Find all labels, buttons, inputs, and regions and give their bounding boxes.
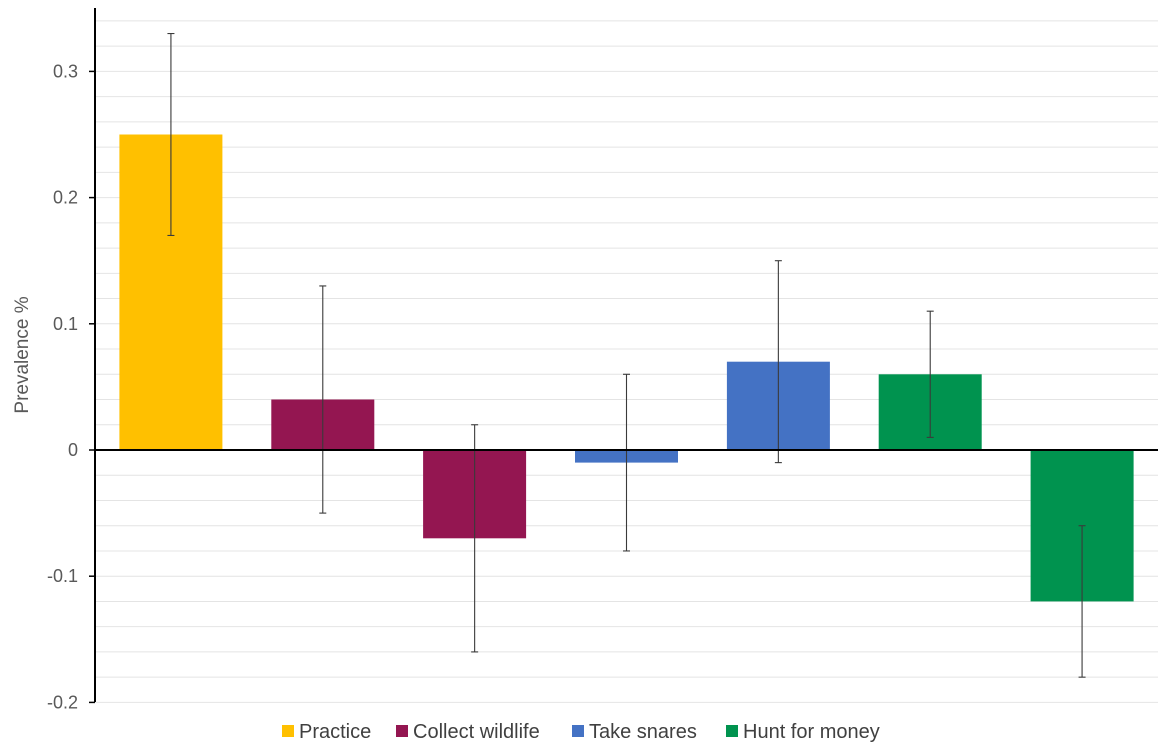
y-tick-label: 0.3 [53,61,78,81]
legend-swatch [282,725,294,737]
legend-item: Collect wildlife [396,721,540,743]
legend-item: Practice [282,721,371,743]
error-bar [319,285,327,514]
legend-swatch [726,725,738,737]
legend-swatch [572,725,584,737]
y-tick-label: 0.1 [53,314,78,334]
legend-label: Hunt for money [743,721,880,743]
legend-swatch [396,725,408,737]
error-bar [471,424,479,653]
legend-label: Practice [299,721,371,743]
error-bars [167,32,1086,678]
error-bar [623,373,630,552]
legend: Practice Collect wildlife Take snares Hunt … [282,721,880,743]
legend-item: Take snares [572,721,697,743]
legend-label: Collect wildlife [413,721,540,743]
error-bar [167,32,175,237]
error-bar [1078,525,1086,678]
y-tick-label: 0.2 [53,188,78,208]
y-tick-label: -0.2 [47,692,78,712]
gridlines [95,20,1158,703]
legend-label: Take snares [589,721,697,743]
axes [89,8,1158,704]
error-bar [926,310,934,438]
y-tick-label: -0.1 [47,566,78,586]
error-bar [774,260,782,464]
y-tick-labels: 0.3 0.2 0.1 0 -0.1 -0.2 [47,61,78,712]
y-axis-title: Prevalence % [12,296,33,413]
y-tick-label: 0 [68,440,78,460]
legend-item: Hunt for money [726,721,880,743]
